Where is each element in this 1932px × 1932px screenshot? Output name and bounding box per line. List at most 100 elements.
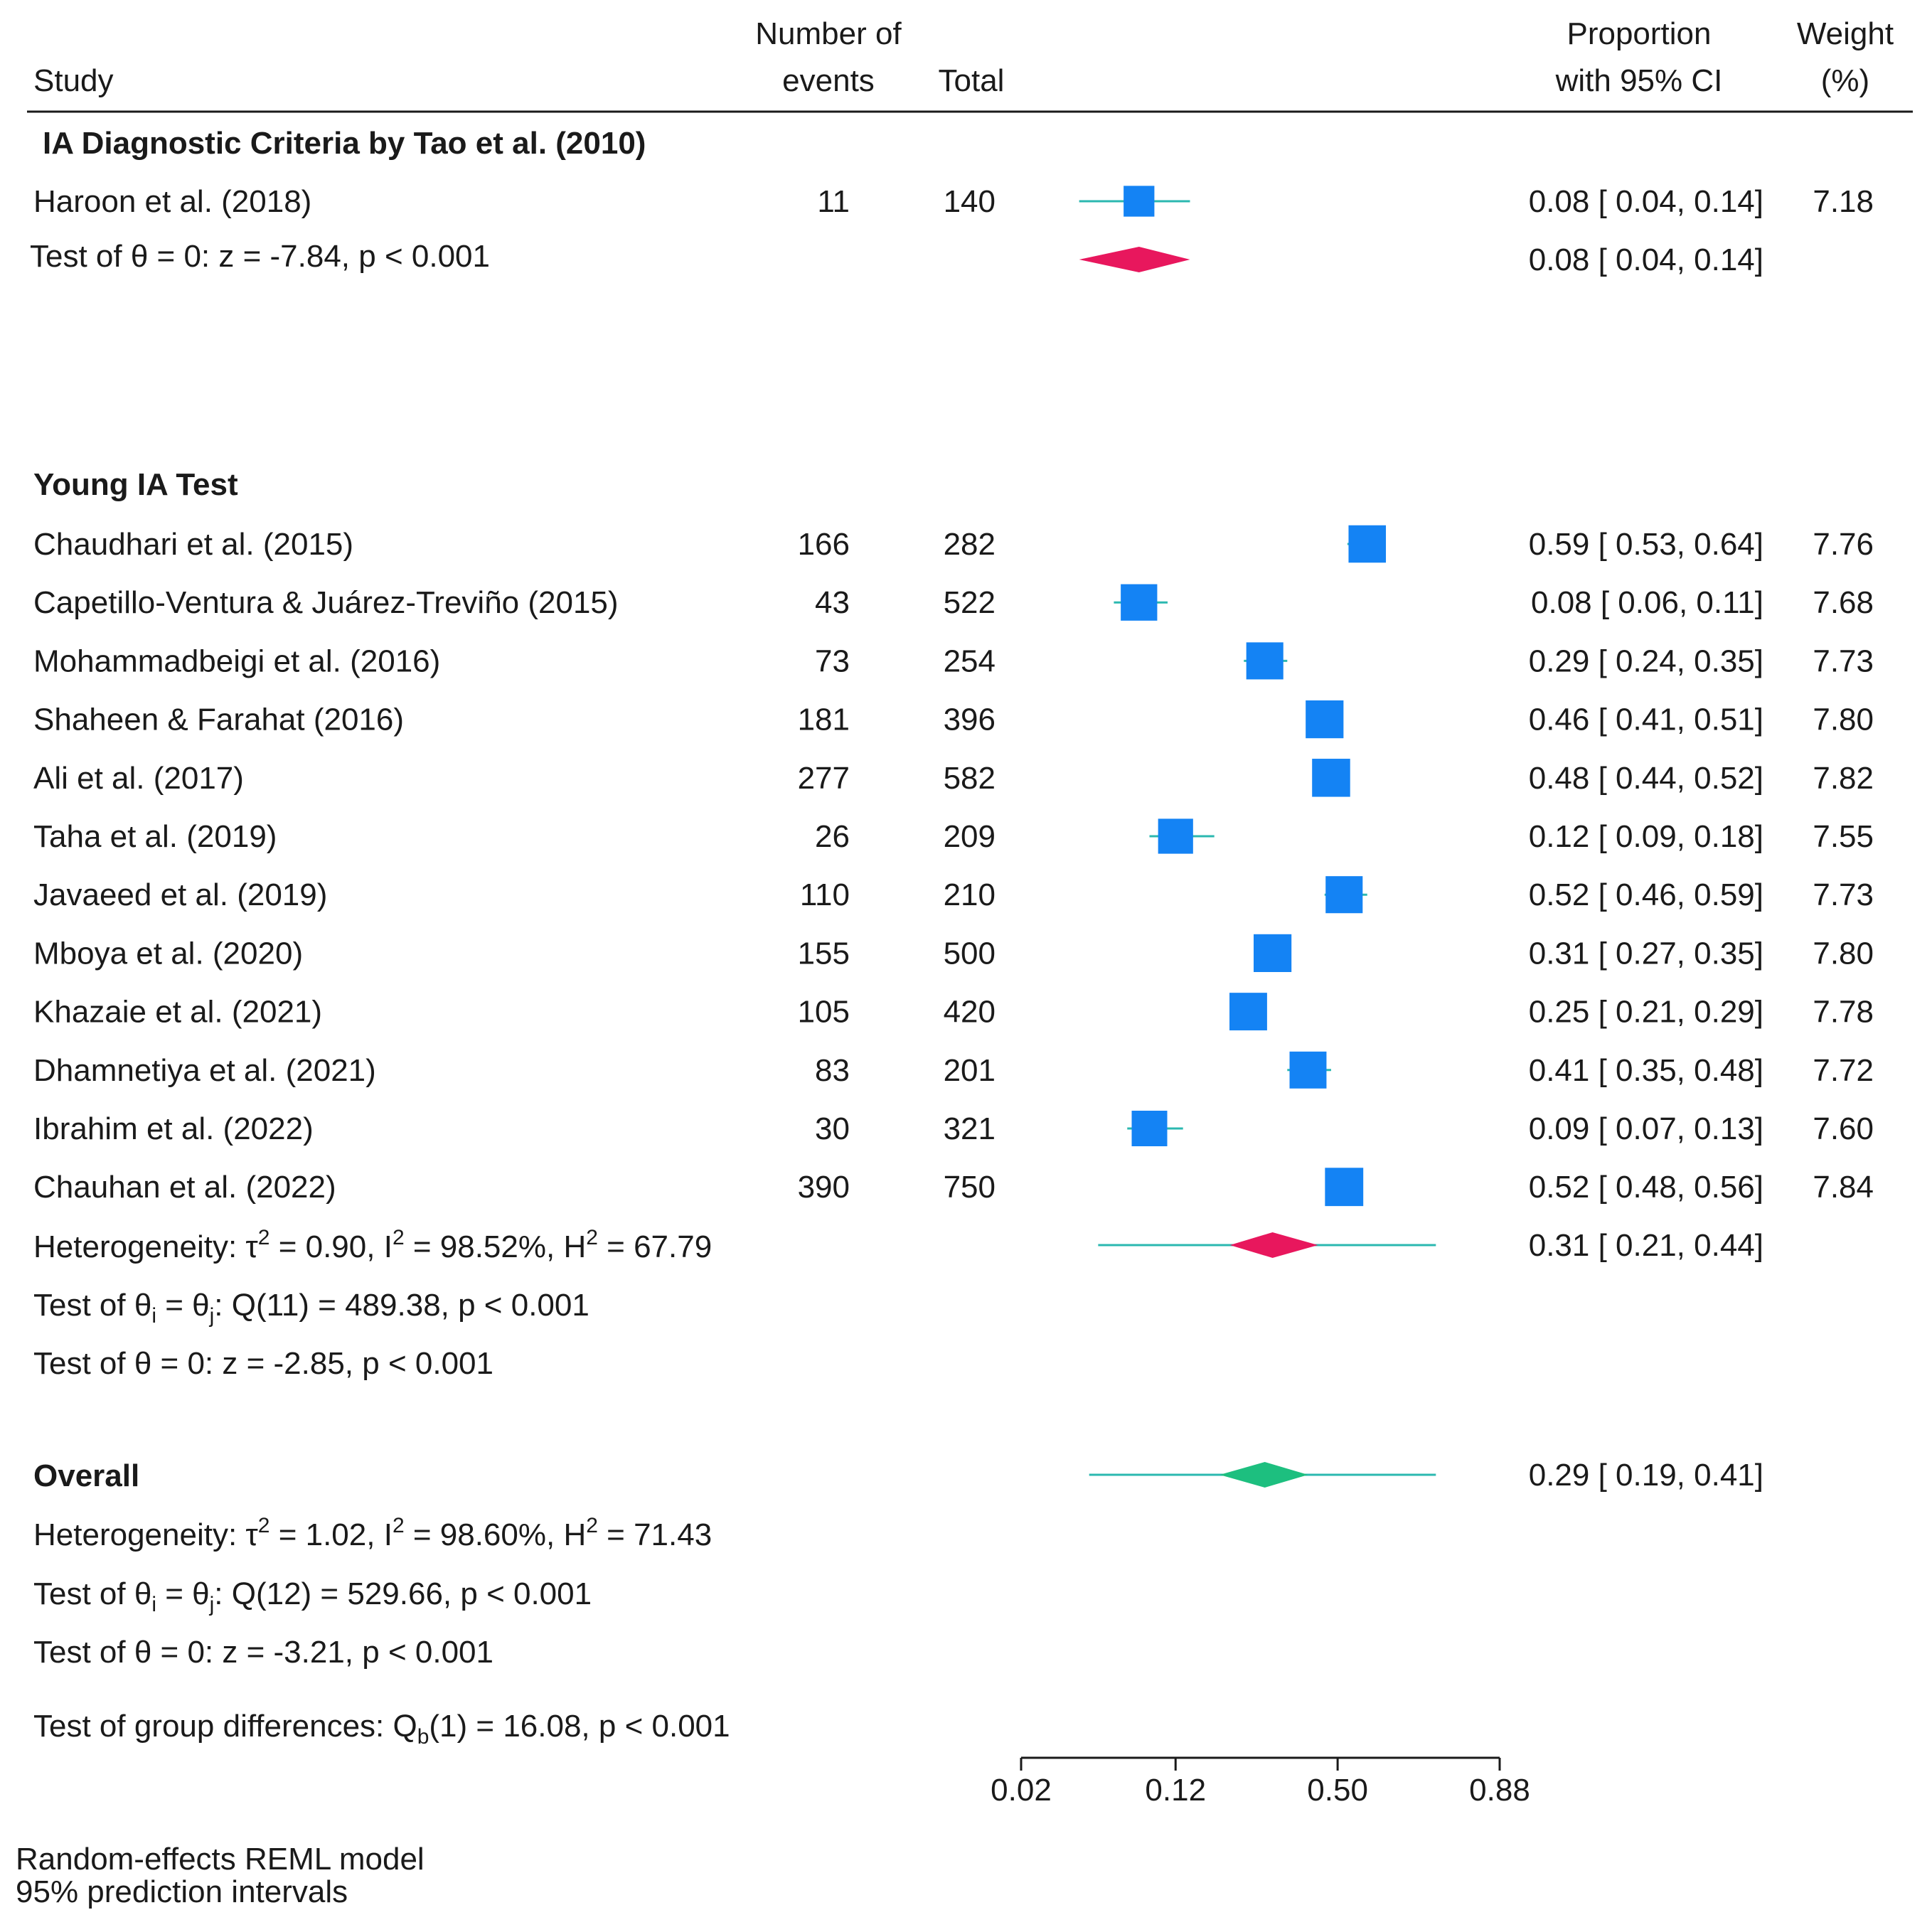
study-events: 73 bbox=[815, 644, 850, 678]
stat-post: : Q(11) = 489.38, p < 0.001 bbox=[214, 1288, 589, 1323]
study-ci: 0.08 [ 0.04, 0.14] bbox=[1529, 184, 1763, 219]
study-name: Mboya et al. (2020) bbox=[33, 936, 303, 971]
overall-heterogeneity: Heterogeneity: τ2​ = 1.02, I2​ = 98.60%,… bbox=[33, 1514, 712, 1552]
stat-sub: i bbox=[151, 1304, 156, 1328]
group-heterogeneity: Heterogeneity: τ2​ = 0.90, I2​ = 98.52%,… bbox=[33, 1226, 712, 1264]
stat-sub: b bbox=[417, 1725, 429, 1749]
study-events: 155 bbox=[798, 936, 850, 971]
study-total: 420 bbox=[944, 995, 996, 1030]
header-weight-line2: (%) bbox=[1821, 63, 1869, 98]
study-total: 209 bbox=[944, 819, 996, 854]
study-events: 30 bbox=[815, 1111, 850, 1146]
study-marker bbox=[1348, 525, 1387, 563]
footnote: 95% prediction intervals bbox=[16, 1874, 348, 1909]
x-axis-tick-label: 0.50 bbox=[1307, 1773, 1368, 1808]
study-name: Ibrahim et al. (2022) bbox=[33, 1111, 314, 1146]
study-events: 181 bbox=[798, 703, 850, 737]
header-events-line2: events bbox=[782, 63, 875, 98]
study-marker bbox=[1131, 1111, 1168, 1146]
study-marker bbox=[1325, 1168, 1364, 1207]
study-events: 110 bbox=[800, 877, 850, 912]
stat-mid2: = 98.52%, H bbox=[405, 1229, 587, 1264]
study-total: 396 bbox=[944, 703, 996, 737]
overall-z-test: Test of θ = 0: z = -3.21, p < 0.001 bbox=[33, 1635, 493, 1670]
study-weight: 7.18 bbox=[1813, 184, 1874, 219]
study-total: 500 bbox=[944, 936, 996, 971]
stat-pre: Test of θ = 0: z = -3.21, p < 0.001 bbox=[33, 1635, 493, 1670]
study-total: 140 bbox=[944, 184, 996, 219]
study-ci: 0.25 [ 0.21, 0.29] bbox=[1529, 995, 1763, 1030]
study-events: 390 bbox=[798, 1170, 850, 1205]
study-name: Ali et al. (2017) bbox=[33, 761, 244, 796]
stat-post: = 71.43 bbox=[598, 1517, 712, 1552]
group-summary-ci: 0.08 [ 0.04, 0.14] bbox=[1529, 242, 1763, 277]
stat-sup2: 2 bbox=[393, 1514, 405, 1537]
stat-mid: = 0.90, I bbox=[269, 1229, 392, 1264]
study-marker bbox=[1121, 584, 1158, 621]
overall-q-test: Test of θi​ = θj​: Q(12) = 529.66, p < 0… bbox=[33, 1576, 592, 1616]
stat-sub: i bbox=[151, 1593, 156, 1616]
study-ci: 0.48 [ 0.44, 0.52] bbox=[1529, 761, 1763, 796]
stat-sup: 2 bbox=[258, 1514, 270, 1537]
header-proportion-line2: with 95% CI bbox=[1555, 63, 1723, 98]
study-ci: 0.31 [ 0.27, 0.35] bbox=[1529, 936, 1763, 971]
x-axis-tick-label: 0.88 bbox=[1469, 1773, 1530, 1808]
stat-pre: Test of θ bbox=[33, 1288, 151, 1323]
study-weight: 7.80 bbox=[1813, 703, 1874, 737]
header-events-line1: Number of bbox=[755, 16, 902, 51]
group-summary-ci: 0.31 [ 0.21, 0.44] bbox=[1529, 1228, 1763, 1263]
stat-post: = 67.79 bbox=[598, 1229, 712, 1264]
study-weight: 7.72 bbox=[1813, 1053, 1874, 1088]
x-axis-tick-label: 0.02 bbox=[991, 1773, 1052, 1808]
stat-sup2: 2 bbox=[393, 1226, 405, 1249]
stat-mid: = 1.02, I bbox=[269, 1517, 392, 1552]
stat-sub2: j bbox=[209, 1304, 215, 1328]
study-weight: 7.78 bbox=[1813, 995, 1874, 1030]
stat-mid: = θ bbox=[156, 1576, 210, 1611]
study-events: 11 bbox=[817, 184, 850, 219]
study-weight: 7.68 bbox=[1813, 585, 1874, 620]
stat-sup3: 2 bbox=[586, 1514, 598, 1537]
study-ci: 0.52 [ 0.48, 0.56] bbox=[1529, 1170, 1763, 1205]
study-events: 166 bbox=[798, 527, 850, 562]
study-weight: 7.60 bbox=[1813, 1111, 1874, 1146]
stat-sub2: j bbox=[209, 1593, 215, 1616]
study-ci: 0.46 [ 0.41, 0.51] bbox=[1529, 703, 1763, 737]
group-summary-diamond bbox=[1079, 247, 1190, 272]
x-axis: 0.02 0.12 0.50 0.88 bbox=[991, 1756, 1530, 1808]
study-name: Javaeed et al. (2019) bbox=[33, 877, 327, 912]
study-marker bbox=[1306, 700, 1344, 739]
stat-pre: Heterogeneity: τ bbox=[33, 1517, 258, 1552]
study-total: 522 bbox=[944, 585, 996, 620]
study-marker bbox=[1158, 818, 1193, 854]
study-ci: 0.12 [ 0.09, 0.18] bbox=[1529, 819, 1763, 854]
study-weight: 7.84 bbox=[1813, 1170, 1874, 1205]
stat-mid: = θ bbox=[156, 1288, 210, 1323]
study-marker bbox=[1246, 642, 1283, 680]
stat-pre: Test of group differences: Q bbox=[33, 1709, 417, 1744]
study-total: 282 bbox=[944, 527, 996, 562]
group-test: Test of θ = 0: z = -7.84, p < 0.001 bbox=[30, 239, 490, 274]
study-marker bbox=[1325, 876, 1363, 914]
stat-sup3: 2 bbox=[586, 1226, 598, 1249]
stat-pre: Test of θ bbox=[33, 1576, 151, 1611]
study-total: 254 bbox=[944, 644, 996, 678]
study-marker bbox=[1229, 993, 1267, 1031]
group-differences-test: Test of group differences: Qb​(1) = 16.0… bbox=[33, 1709, 730, 1749]
study-ci: 0.09 [ 0.07, 0.13] bbox=[1529, 1111, 1763, 1146]
group-label: Young IA Test bbox=[33, 467, 238, 502]
stat-pre: Test of θ = 0: z = -2.85, p < 0.001 bbox=[33, 1346, 493, 1381]
study-weight: 7.73 bbox=[1813, 877, 1874, 912]
study-name: Chaudhari et al. (2015) bbox=[33, 527, 353, 562]
study-name: Khazaie et al. (2021) bbox=[33, 995, 322, 1030]
table-header: Study Number of events Total Proportion … bbox=[27, 16, 1913, 113]
study-ci: 0.08 [ 0.06, 0.11] bbox=[1531, 585, 1763, 620]
study-marker bbox=[1124, 186, 1155, 217]
study-marker bbox=[1289, 1051, 1327, 1089]
study-weight: 7.76 bbox=[1813, 527, 1874, 562]
stat-pre: Heterogeneity: τ bbox=[33, 1229, 258, 1264]
study-ci: 0.41 [ 0.35, 0.48] bbox=[1529, 1053, 1763, 1088]
header-weight-line1: Weight bbox=[1797, 16, 1894, 51]
study-ci: 0.29 [ 0.24, 0.35] bbox=[1529, 644, 1763, 678]
